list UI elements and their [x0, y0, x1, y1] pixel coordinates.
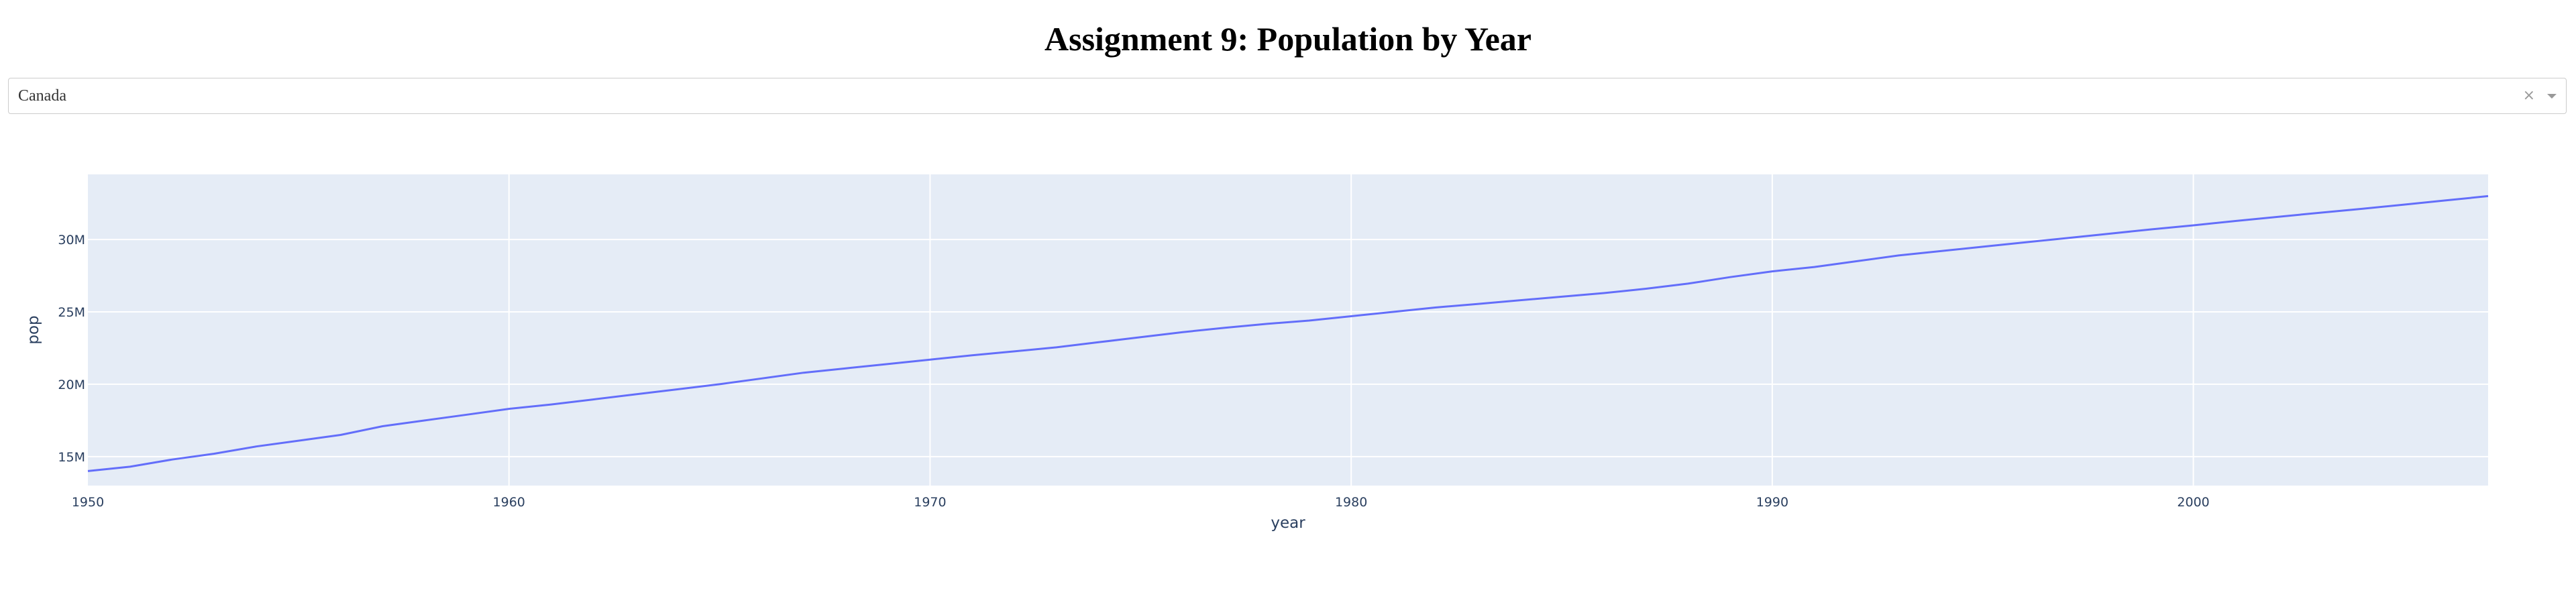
x-tick-label: 2000 [2177, 495, 2209, 510]
series-line [87, 194, 2489, 472]
x-axis-label: year [1271, 514, 1305, 532]
y-tick-label: 20M [58, 378, 85, 392]
x-tick-label: 1990 [1756, 495, 1788, 510]
x-tick-label: 1980 [1335, 495, 1367, 510]
grid-lines [88, 174, 2488, 486]
x-tick-label: 1950 [72, 495, 104, 510]
country-dropdown[interactable]: Canada × [8, 78, 2567, 114]
x-tick-label: 1960 [493, 495, 525, 510]
x-tick-label: 1970 [914, 495, 946, 510]
y-axis-label: pop [25, 315, 42, 344]
page-title: Assignment 9: Population by Year [1044, 20, 1532, 58]
chevron-down-icon[interactable] [2547, 94, 2557, 99]
dropdown-selected-value: Canada [18, 87, 66, 105]
y-tick-label: 25M [58, 305, 85, 320]
tick-labels: 1950 1960 1970 1980 1990 2000 15M 20M 25M 30M [58, 233, 2209, 510]
clear-icon[interactable]: × [2522, 87, 2535, 104]
y-tick-label: 15M [58, 450, 85, 465]
y-tick-label: 30M [58, 233, 85, 247]
plot-area [88, 174, 2488, 486]
